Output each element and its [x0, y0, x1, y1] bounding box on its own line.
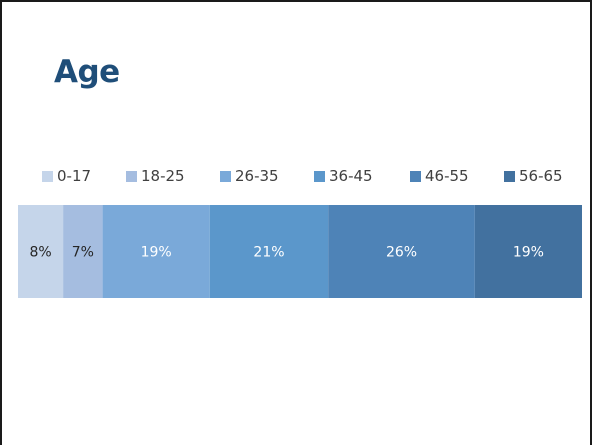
bar-segment-26-35 — [102, 205, 210, 298]
legend-label: 18-25 — [141, 167, 185, 185]
bar-segment-56-65 — [474, 205, 582, 298]
stacked-bar-chart: 8% 7% 19% 21% 26% 19% — [18, 205, 582, 298]
data-label-18-25: 7% — [72, 245, 94, 261]
data-label-46-55: 26% — [386, 245, 417, 261]
legend-swatch — [220, 170, 231, 182]
bar-segment-46-55 — [328, 205, 475, 298]
legend-label: 56-65 — [519, 167, 563, 185]
legend-swatch — [410, 170, 421, 182]
legend-item-56-65: 56-65 — [504, 167, 563, 185]
legend-item-18-25: 18-25 — [126, 167, 185, 185]
legend-swatch — [126, 170, 137, 182]
legend-label: 0-17 — [57, 167, 92, 185]
bar-segment-36-45 — [209, 205, 329, 298]
legend-item-0-17: 0-17 — [42, 167, 91, 185]
slide-title: Age — [54, 54, 120, 90]
data-label-26-35: 19% — [141, 245, 172, 261]
legend-swatch — [314, 170, 325, 182]
legend-swatch — [504, 170, 515, 182]
bar-segment-0-17 — [18, 205, 64, 298]
legend-label: 26-35 — [235, 167, 279, 185]
chart-legend: 0-17 18-25 26-35 36-45 46-55 56-65 — [42, 167, 572, 187]
data-label-0-17: 8% — [29, 245, 51, 261]
legend-label: 36-45 — [329, 167, 373, 185]
legend-item-26-35: 26-35 — [220, 167, 279, 185]
bar-segment-18-25 — [63, 205, 103, 298]
legend-item-46-55: 46-55 — [410, 167, 469, 185]
legend-swatch — [42, 170, 53, 182]
data-label-36-45: 21% — [253, 245, 284, 261]
legend-item-36-45: 36-45 — [314, 167, 373, 185]
legend-label: 46-55 — [425, 167, 469, 185]
data-label-56-65: 19% — [513, 245, 544, 261]
